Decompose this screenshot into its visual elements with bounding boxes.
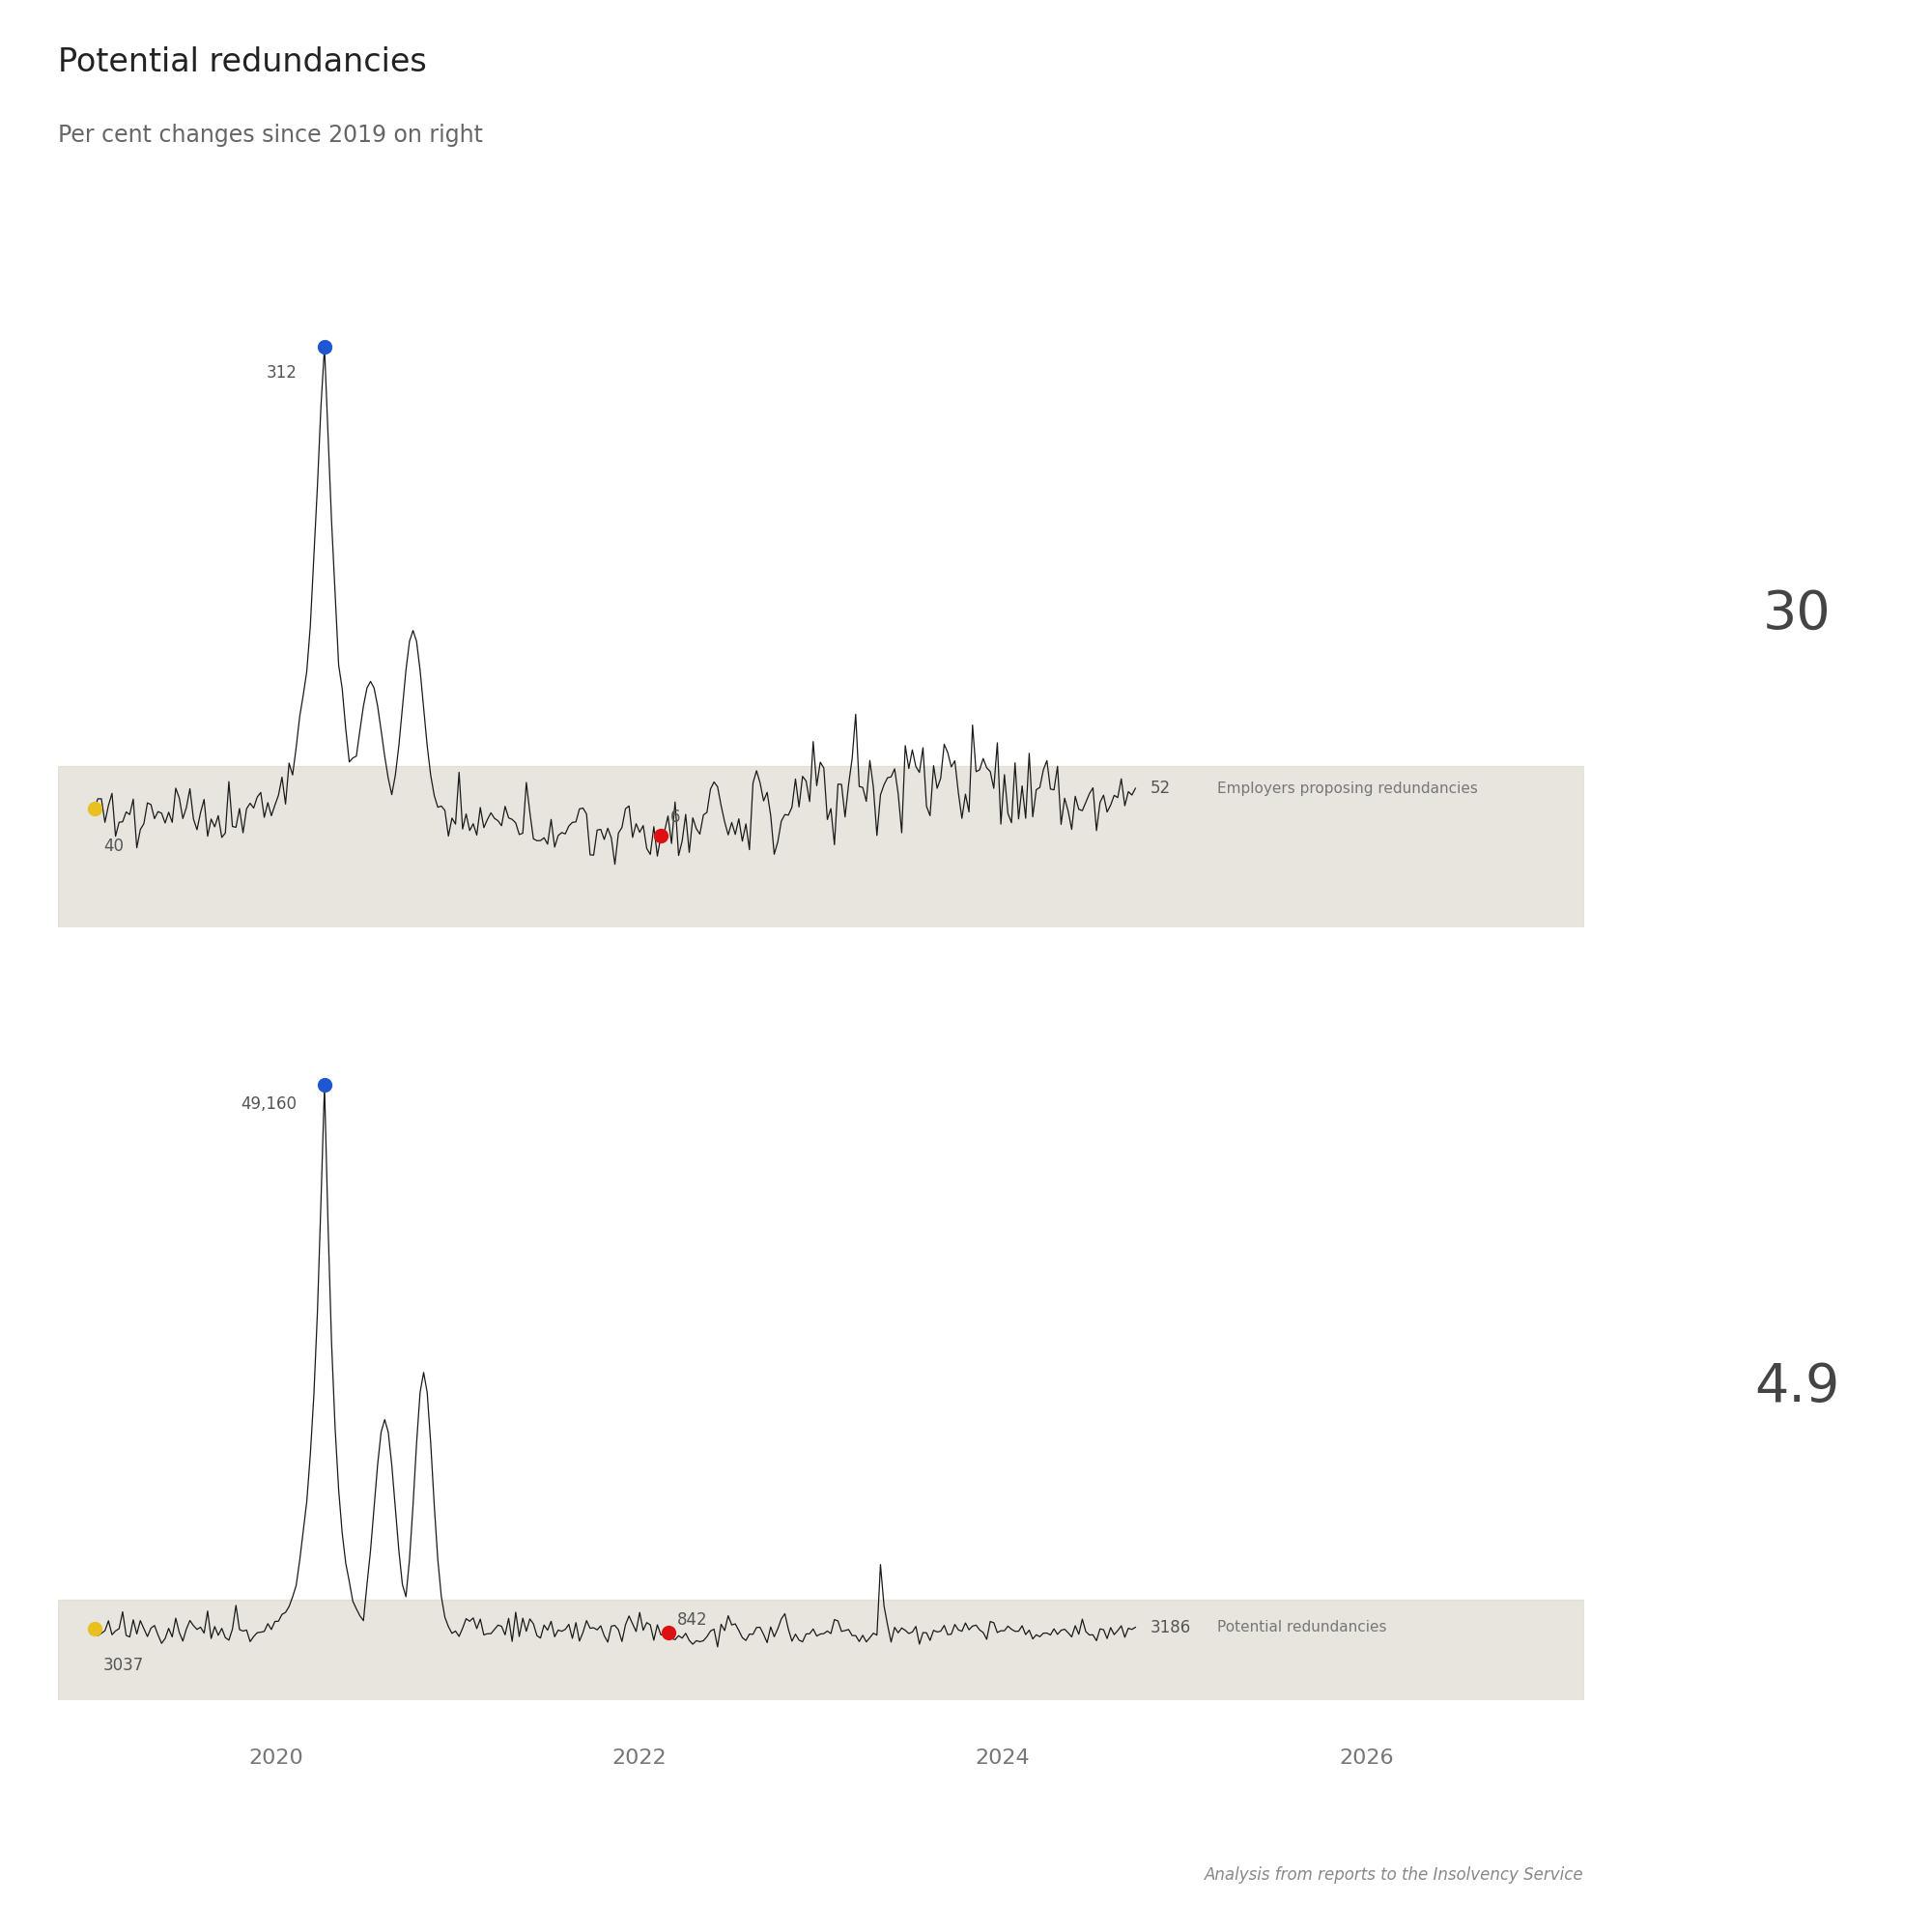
Text: Per cent changes since 2019 on right: Per cent changes since 2019 on right [58,124,483,147]
Text: 3186: 3186 [1150,1619,1190,1636]
Text: Potential redundancies: Potential redundancies [58,46,427,77]
Text: 4.9: 4.9 [1754,1360,1839,1414]
Bar [58,767,1584,927]
Text: 30: 30 [1762,587,1832,641]
Text: Analysis from reports to the Insolvency Service: Analysis from reports to the Insolvency … [1206,1866,1584,1884]
Text: 6: 6 [670,810,680,827]
Bar [58,1600,1584,1700]
Text: 40: 40 [104,837,124,854]
Text: 2020: 2020 [249,1748,303,1768]
Text: 842: 842 [676,1611,707,1629]
Text: 2022: 2022 [612,1748,667,1768]
Text: Potential redundancies: Potential redundancies [1217,1621,1387,1634]
Text: 312: 312 [267,365,298,383]
Text: 3037: 3037 [104,1658,145,1675]
Text: 49,160: 49,160 [242,1095,298,1113]
Text: Employers proposing redundancies: Employers proposing redundancies [1217,781,1478,796]
Text: 2024: 2024 [976,1748,1030,1768]
Text: 52: 52 [1150,779,1171,796]
Text: 2026: 2026 [1339,1748,1393,1768]
